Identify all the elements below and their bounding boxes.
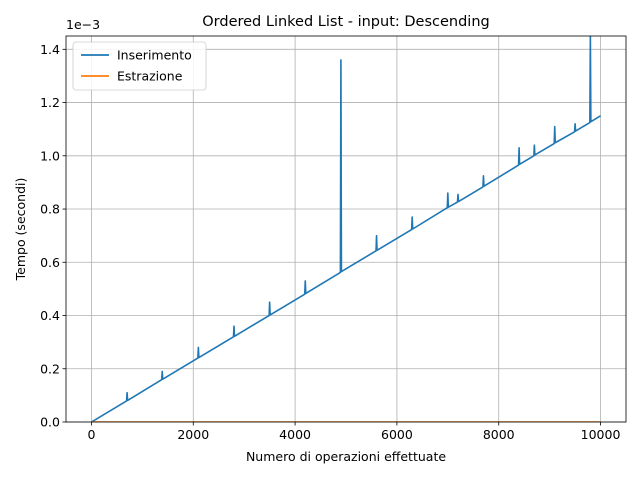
- legend-label: Inserimento: [117, 48, 192, 63]
- x-tick-label: 6000: [381, 427, 413, 442]
- x-tick-label: 10000: [581, 427, 621, 442]
- y-tick-label: 0.8: [40, 202, 60, 217]
- grid: [66, 36, 626, 423]
- x-axis-label: Numero di operazioni effettuate: [246, 449, 446, 464]
- legend-box: [72, 41, 207, 91]
- y-tick-label: 0.0: [40, 415, 60, 430]
- y-axis-ticks: 0.0 0.2 0.4 0.6 0.8 1.0 1.2 1.4: [40, 42, 66, 430]
- y-axis-offset-label: 1e−3: [66, 17, 100, 32]
- y-axis-label: Tempo (secondi): [13, 178, 28, 282]
- chart-title: Ordered Linked List - input: Descending: [202, 14, 489, 30]
- series-line-inserimento: [91, 36, 601, 422]
- series-group: [91, 36, 601, 422]
- y-tick-label: 0.2: [40, 361, 60, 376]
- y-tick-label: 0.4: [40, 308, 60, 323]
- x-tick-label: 4000: [279, 427, 311, 442]
- x-tick-label: 2000: [177, 427, 209, 442]
- y-tick-label: 1.0: [40, 148, 60, 163]
- y-tick-label: 1.2: [40, 95, 60, 110]
- plot-area: [66, 36, 626, 422]
- y-tick-label: 0.6: [40, 255, 60, 270]
- y-tick-label: 1.4: [40, 42, 60, 57]
- x-axis-ticks: 0 2000 4000 6000 8000 10000: [87, 422, 620, 442]
- legend: Inserimento Estrazione: [72, 41, 207, 91]
- x-tick-label: 8000: [483, 427, 515, 442]
- plot-frame: [65, 35, 627, 423]
- x-tick-label: 0: [87, 427, 95, 442]
- legend-label: Estrazione: [117, 69, 183, 84]
